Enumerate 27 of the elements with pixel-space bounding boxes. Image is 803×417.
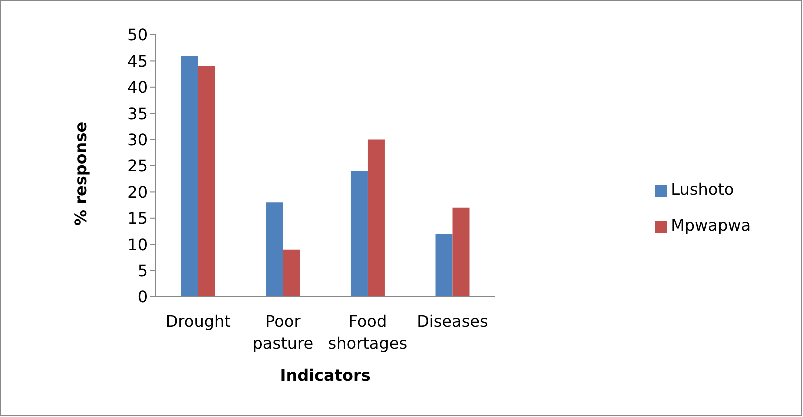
legend-label: Lushoto — [671, 180, 734, 199]
y-axis-title: % response — [72, 122, 91, 226]
y-tick-label: 0 — [138, 288, 148, 307]
y-tick-label: 25 — [128, 156, 148, 176]
y-tick-label: 5 — [138, 261, 148, 280]
y-tick-label: 45 — [128, 52, 148, 71]
bar — [350, 171, 368, 297]
x-tick-label: Drought — [166, 312, 231, 331]
bar — [181, 56, 198, 297]
bar — [436, 234, 453, 297]
y-tick-label: 35 — [128, 104, 148, 124]
x-axis-title: Indicators — [280, 366, 371, 385]
y-tick-label: 40 — [128, 78, 148, 98]
y-tick-label: 15 — [128, 209, 148, 228]
x-tick-label: Poor pasture — [252, 312, 314, 353]
y-tick-label: 20 — [128, 182, 148, 202]
bar — [198, 66, 216, 297]
x-tick-label: Food shortages — [328, 312, 408, 353]
y-tick-label: 30 — [128, 130, 148, 150]
bar — [283, 250, 300, 297]
y-tick-label: 50 — [128, 26, 148, 45]
bar — [368, 140, 385, 297]
bar — [452, 208, 470, 297]
y-tick-label: 10 — [128, 235, 148, 254]
x-tick-label: Diseases — [417, 312, 488, 331]
bar — [266, 202, 284, 297]
legend-label: Mpwapwa — [671, 216, 751, 235]
